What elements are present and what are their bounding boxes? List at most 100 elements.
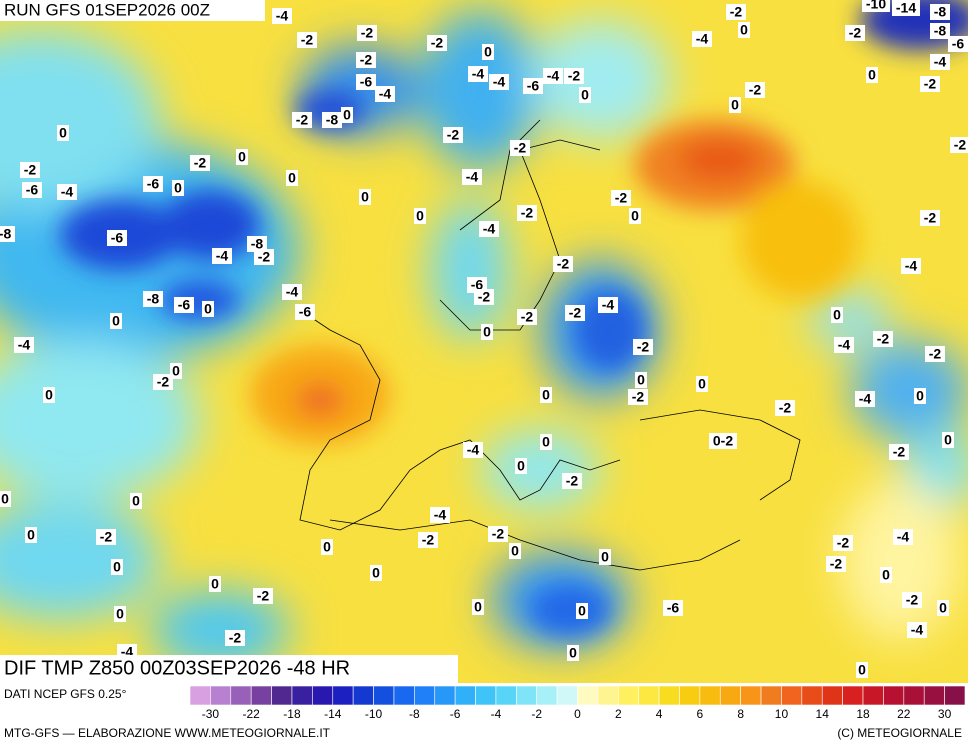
label-box <box>468 66 488 82</box>
colorbar-swatch <box>740 685 762 706</box>
label-box <box>443 127 463 143</box>
contour-label: -2 <box>194 155 207 171</box>
colorbar-swatch <box>801 685 823 706</box>
label-box <box>236 149 248 165</box>
contour-label: -2 <box>924 210 937 226</box>
contour-label: -2 <box>893 444 906 460</box>
label-box <box>489 74 509 90</box>
contour-label: -8 <box>934 23 947 39</box>
credit-right: (C) METEOGIORNALE <box>837 726 962 740</box>
contour-label: 0 <box>211 576 219 592</box>
contour-label: -2 <box>492 526 505 542</box>
label-box <box>359 189 371 205</box>
colorbar: -30 -22 -18 -14 -10 -8 -6 -4 -2 0 2 4 6 8 10 14 18 22 30 <box>189 685 966 721</box>
contour-label: -6 <box>147 176 160 192</box>
contour-label: -4 <box>466 169 479 185</box>
contour-label: -2 <box>521 309 534 325</box>
colorbar-swatch <box>352 685 374 706</box>
contour-label: 0 <box>174 180 182 196</box>
contour-label: 0 <box>361 189 369 205</box>
label-box <box>43 387 55 403</box>
contour-label: 0 <box>45 387 53 403</box>
contour-label: -2 <box>360 52 373 68</box>
contour-label: -2 <box>849 25 862 41</box>
label-box <box>107 230 127 246</box>
label-box <box>20 162 40 178</box>
colorbar-swatch <box>230 685 252 706</box>
run-title: RUN GFS 01SEP2026 00Z <box>4 0 210 19</box>
contour-label: -2 <box>632 389 645 405</box>
colorbar-swatch <box>679 685 701 706</box>
label-box <box>479 221 499 237</box>
colorbar-swatch <box>638 685 660 706</box>
contour-label: -2 <box>929 346 942 362</box>
contour-label: -2 <box>422 532 435 548</box>
label-box <box>356 74 376 90</box>
contour-label: -2 <box>100 529 113 545</box>
colorbar-label: 14 <box>816 707 830 721</box>
colorbar-swatch <box>903 685 925 706</box>
contour-label: -4 <box>472 66 485 82</box>
colorbar-swatch <box>291 685 313 706</box>
label-box <box>292 112 312 128</box>
label-box <box>370 565 382 581</box>
label-box <box>57 184 77 200</box>
contour-label: -2 <box>557 256 570 272</box>
label-box <box>114 606 126 622</box>
label-box <box>726 4 746 20</box>
contour-label: 0 <box>542 387 550 403</box>
contour-label: -2 <box>749 82 762 98</box>
label-box <box>930 54 950 70</box>
contour-label: -2 <box>301 32 314 48</box>
label-box <box>540 434 552 450</box>
colorbar-swatch <box>577 685 599 706</box>
contour-label: -2 <box>837 535 850 551</box>
contour-label: -2 <box>569 305 582 321</box>
label-box <box>598 297 618 313</box>
contour-label: 0 <box>132 493 140 509</box>
label-box <box>892 0 920 16</box>
contour-label: -6 <box>178 297 191 313</box>
contour-label: -6 <box>299 304 312 320</box>
contour-label: 0 <box>1 491 9 507</box>
colorbar-label: 30 <box>938 707 952 721</box>
contour-label: -4 <box>905 258 918 274</box>
colorbar-label: -22 <box>243 707 261 721</box>
label-box <box>96 529 116 545</box>
label-box <box>925 346 945 362</box>
label-box <box>517 205 537 221</box>
label-box <box>153 374 173 390</box>
contour-label: 0 <box>944 432 952 448</box>
contour-label: -8 <box>251 236 264 252</box>
contour-label: -2 <box>906 592 919 608</box>
label-box <box>174 297 194 313</box>
contour-label: -2 <box>779 400 792 416</box>
label-box <box>515 458 527 474</box>
colorbar-swatch <box>250 685 272 706</box>
label-box <box>357 25 377 41</box>
colorbar-swatch <box>210 685 232 706</box>
contour-label: 0 <box>939 600 947 616</box>
label-box <box>745 82 765 98</box>
label-box <box>509 543 521 559</box>
contour-label: -2 <box>257 588 270 604</box>
label-box <box>462 169 482 185</box>
contour-label: -10 <box>866 0 886 12</box>
label-box <box>488 526 508 542</box>
label-box <box>111 559 123 575</box>
contour-label: -4 <box>838 337 851 353</box>
colorbar-label: -4 <box>491 707 502 721</box>
contour-label: 0 <box>637 372 645 388</box>
contour-label: -2 <box>24 162 37 178</box>
contour-label: 0 <box>323 539 331 555</box>
contour-label: -4 <box>483 221 496 237</box>
contour-label: -4 <box>602 297 615 313</box>
contour-label: -2 <box>568 68 581 84</box>
colorbar-swatch <box>271 685 293 706</box>
label-box <box>143 176 163 192</box>
contour-label: -2 <box>954 137 967 153</box>
contour-label: 0 <box>116 606 124 622</box>
label-box <box>543 68 563 84</box>
